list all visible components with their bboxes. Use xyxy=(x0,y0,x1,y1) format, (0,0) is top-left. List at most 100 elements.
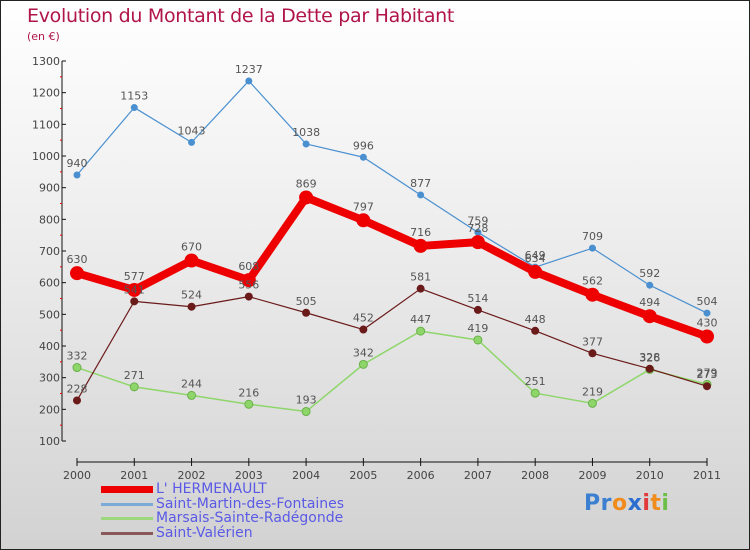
x-tick-label: 2010 xyxy=(636,469,664,481)
data-label: 797 xyxy=(353,200,374,213)
proxiti-logo: Proxiti xyxy=(584,491,669,516)
series-3 xyxy=(73,284,711,405)
data-label: 219 xyxy=(582,385,603,398)
data-label: 562 xyxy=(582,275,603,288)
data-label: 244 xyxy=(181,377,202,390)
legend-label: Saint-Valérien xyxy=(156,525,253,541)
data-point xyxy=(358,359,368,369)
data-point xyxy=(245,77,253,85)
data-point xyxy=(302,140,310,148)
data-point xyxy=(470,235,485,250)
legend-swatch xyxy=(101,485,153,493)
data-label: 1153 xyxy=(120,90,148,103)
data-label: 342 xyxy=(353,346,374,359)
data-point xyxy=(474,228,482,236)
series-line xyxy=(76,80,708,314)
data-point xyxy=(127,282,142,297)
data-label: 608 xyxy=(238,260,259,273)
x-tick-label: 2004 xyxy=(292,469,320,481)
y-tick-label: 400 xyxy=(39,340,60,353)
data-label: 271 xyxy=(124,369,145,382)
x-tick-label: 2006 xyxy=(407,469,435,481)
y-tick-label: 1300 xyxy=(32,55,60,68)
legend-label: Marsais-Sainte-Radégonde xyxy=(156,510,344,526)
data-point xyxy=(130,297,139,306)
data-label: 494 xyxy=(639,296,660,309)
data-point xyxy=(588,244,596,252)
y-tick-label: 600 xyxy=(39,277,60,290)
data-label: 1237 xyxy=(235,63,263,76)
data-point xyxy=(530,388,540,398)
chart-title: Evolution du Montant de la Dette par Hab… xyxy=(27,5,455,27)
data-label: 1043 xyxy=(178,124,206,137)
data-point xyxy=(642,309,657,324)
data-label: 273 xyxy=(697,368,718,381)
legend-swatch xyxy=(101,502,153,506)
data-point xyxy=(244,399,254,409)
y-tick-label: 900 xyxy=(39,182,60,195)
legend-swatch xyxy=(101,531,153,535)
logo-letter: Pr xyxy=(584,491,612,516)
data-point xyxy=(130,104,138,112)
data-label: 996 xyxy=(353,139,374,152)
logo-letter: o xyxy=(611,491,628,516)
data-point xyxy=(416,284,425,293)
data-point xyxy=(646,281,654,289)
data-point xyxy=(301,407,311,417)
series-line xyxy=(76,288,708,401)
data-label: 940 xyxy=(67,157,88,170)
data-point xyxy=(359,325,368,334)
data-label: 251 xyxy=(525,375,546,388)
data-point xyxy=(241,273,256,288)
data-point xyxy=(700,329,714,344)
data-label: 1038 xyxy=(292,126,320,139)
data-point xyxy=(72,363,82,373)
y-tick-label: 1000 xyxy=(32,150,60,163)
data-label: 592 xyxy=(639,267,660,280)
data-label: 759 xyxy=(467,214,488,227)
data-label: 514 xyxy=(467,292,488,305)
chart-subtitle: (en €) xyxy=(27,30,60,43)
y-tick-label: 300 xyxy=(39,372,60,385)
data-point xyxy=(129,382,139,392)
legend-item: Saint-Valérien xyxy=(101,525,344,541)
data-point xyxy=(359,153,367,161)
x-tick-label: 2011 xyxy=(693,469,721,481)
x-tick-label: 2001 xyxy=(120,469,148,481)
series-line xyxy=(75,193,709,341)
series-2 xyxy=(72,326,712,417)
data-point xyxy=(473,335,483,345)
series-1 xyxy=(73,77,711,317)
logo-letter: i xyxy=(661,491,670,516)
data-label: 649 xyxy=(525,249,546,262)
x-tick-label: 2003 xyxy=(235,469,263,481)
data-label: 279 xyxy=(697,366,718,379)
data-label: 709 xyxy=(582,230,603,243)
series-line xyxy=(76,330,708,413)
legend: L' HERMENAULT Saint-Martin-des-Fontaines… xyxy=(101,481,344,541)
data-label: 326 xyxy=(639,351,660,364)
x-tick-label: 2000 xyxy=(63,469,91,481)
data-label: 328 xyxy=(639,351,660,364)
x-tick-label: 2007 xyxy=(464,469,492,481)
data-point xyxy=(73,396,81,405)
data-label: 447 xyxy=(410,313,431,326)
x-tick-label: 2002 xyxy=(178,469,206,481)
data-label: 716 xyxy=(410,226,431,239)
data-point xyxy=(413,238,428,253)
data-label: 193 xyxy=(296,394,317,407)
legend-item: L' HERMENAULT xyxy=(101,481,344,497)
data-label: 869 xyxy=(296,177,317,190)
data-label: 216 xyxy=(238,386,259,399)
data-label: 728 xyxy=(467,222,488,235)
data-point xyxy=(417,191,425,199)
data-point xyxy=(70,266,84,281)
data-labels-layer: 940 1153 1043 1237 1038 996 877 759 649 709 592 504… xyxy=(67,63,718,407)
legend-item: Saint-Martin-des-Fontaines xyxy=(101,497,344,511)
data-label: 430 xyxy=(697,317,718,330)
y-tick-label: 1100 xyxy=(32,118,60,131)
data-label: 670 xyxy=(181,241,202,254)
data-point xyxy=(703,309,711,317)
data-point xyxy=(703,382,711,391)
data-point xyxy=(356,213,371,228)
